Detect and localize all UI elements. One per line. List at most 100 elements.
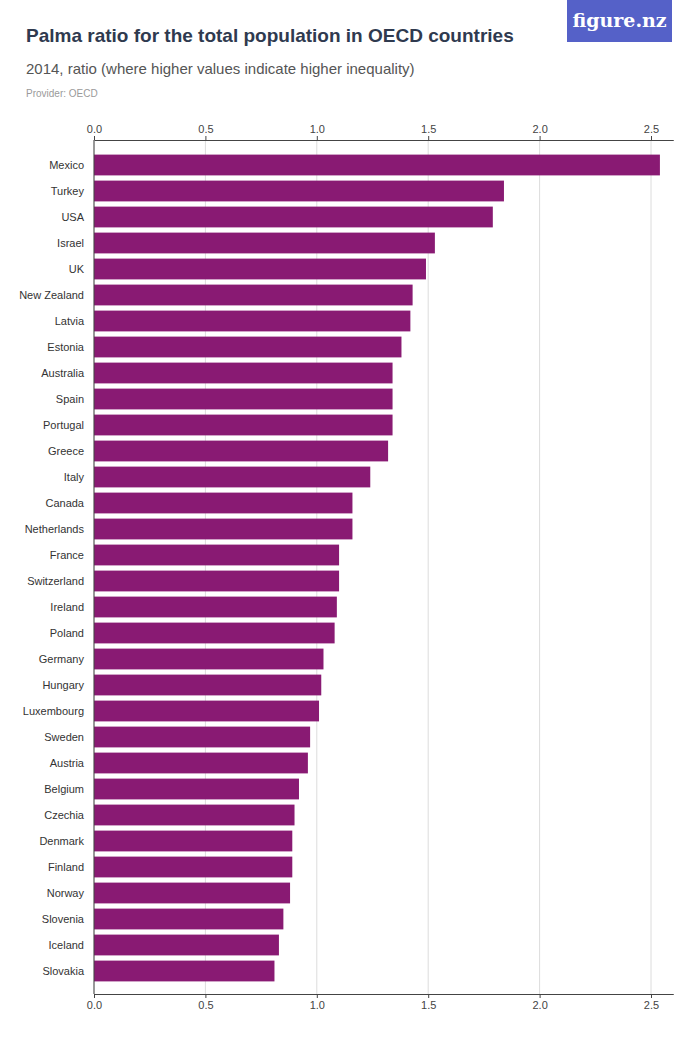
tick: 2.0	[532, 994, 547, 1011]
tick: 1.5	[421, 994, 436, 1011]
category-label: Poland	[50, 627, 84, 639]
category-label: USA	[61, 211, 84, 223]
tick-mark	[317, 994, 318, 998]
x-axis-bottom: 0.0 0.5 1.0 1.5 2.0 2.5	[87, 994, 674, 1011]
bar	[94, 753, 308, 774]
tick: New Zealand	[19, 289, 94, 301]
title: Palma ratio for the total population in …	[26, 25, 514, 46]
category-label: Iceland	[49, 939, 84, 951]
tick: Latvia	[55, 315, 94, 327]
tick: Ireland	[50, 601, 94, 613]
tick: Luxembourg	[23, 705, 94, 717]
category-label: Denmark	[39, 835, 84, 847]
category-label: Spain	[56, 393, 84, 405]
tick: 1.0	[310, 994, 325, 1011]
tick: Poland	[50, 627, 94, 639]
category-label: Netherlands	[25, 523, 85, 535]
bar	[94, 961, 274, 982]
tick: Israel	[57, 237, 94, 249]
chart: Palma ratio for the total population in …	[0, 0, 700, 1050]
y-axis: Mexico Turkey USA Israel UK New Zealand Latvia…	[19, 159, 94, 977]
category-label: New Zealand	[19, 289, 84, 301]
tick-mark	[540, 136, 541, 140]
category-label: UK	[69, 263, 85, 275]
tick: Slovakia	[42, 965, 94, 977]
grid	[94, 140, 651, 994]
tick-label: 2.5	[644, 123, 659, 135]
category-label: Latvia	[55, 315, 85, 327]
tick-label: 0.0	[87, 123, 102, 135]
logo-box	[567, 0, 672, 42]
y-axis-line	[94, 140, 95, 994]
tick: 0.5	[198, 123, 213, 140]
category-label: Greece	[48, 445, 84, 457]
category-label: Australia	[41, 367, 85, 379]
category-label: Estonia	[47, 341, 85, 353]
bar	[94, 259, 426, 280]
tick-mark	[428, 994, 429, 998]
category-label: Israel	[57, 237, 84, 249]
tick: USA	[61, 211, 94, 223]
bar	[94, 883, 290, 904]
tick: Portugal	[43, 419, 94, 431]
logo: figure.nz	[572, 9, 666, 31]
category-label: Germany	[39, 653, 85, 665]
grid-line	[428, 140, 429, 994]
bar	[94, 155, 660, 176]
bar	[94, 857, 292, 878]
category-label: France	[50, 549, 84, 561]
subtitle: 2014, ratio (where higher values indicat…	[26, 60, 415, 77]
category-label: Canada	[45, 497, 84, 509]
tick-label: 0.5	[198, 999, 213, 1011]
tick: Netherlands	[25, 523, 94, 535]
tick: Sweden	[44, 731, 94, 743]
category-label: Norway	[47, 887, 85, 899]
tick: Australia	[41, 367, 94, 379]
tick-label: 1.5	[421, 123, 436, 135]
category-label: Mexico	[49, 159, 84, 171]
category-label: Austria	[50, 757, 85, 769]
tick: Turkey	[51, 185, 94, 197]
tick: Norway	[47, 887, 94, 899]
bar	[94, 493, 352, 514]
bar	[94, 779, 299, 800]
category-label: Hungary	[42, 679, 84, 691]
tick: 0.0	[87, 994, 102, 1011]
tick: Spain	[56, 393, 94, 405]
tick-mark	[651, 994, 652, 998]
tick: Finland	[48, 861, 94, 873]
tick: 1.0	[310, 123, 325, 140]
tick-mark	[317, 136, 318, 140]
tick: Austria	[50, 757, 94, 769]
bar	[94, 675, 321, 696]
bar	[94, 727, 310, 748]
tick: UK	[69, 263, 94, 275]
x-axis-top: 0.00.51.01.52.02.5	[87, 123, 674, 141]
category-label: Slovenia	[42, 913, 85, 925]
tick: Czechia	[44, 809, 94, 821]
grid-line	[94, 140, 95, 994]
axis-line	[95, 994, 674, 995]
tick: 2.5	[644, 994, 659, 1011]
bar	[94, 181, 504, 202]
bar	[94, 831, 292, 852]
bar	[94, 597, 337, 618]
tick: 0.0	[87, 123, 102, 140]
bar	[94, 623, 335, 644]
category-label: Turkey	[51, 185, 85, 197]
category-label: Sweden	[44, 731, 84, 743]
bar	[94, 389, 393, 410]
tick: 1.5	[421, 123, 436, 140]
bar	[94, 415, 393, 436]
bar	[94, 935, 279, 956]
bar	[94, 363, 393, 384]
bar	[94, 909, 283, 930]
tick-mark	[428, 136, 429, 140]
tick-label: 0.0	[87, 999, 102, 1011]
tick-mark	[651, 136, 652, 140]
bar	[94, 337, 401, 358]
tick: Belgium	[44, 783, 94, 795]
bar	[94, 467, 370, 488]
bar	[94, 519, 352, 540]
tick: Italy	[64, 471, 94, 483]
